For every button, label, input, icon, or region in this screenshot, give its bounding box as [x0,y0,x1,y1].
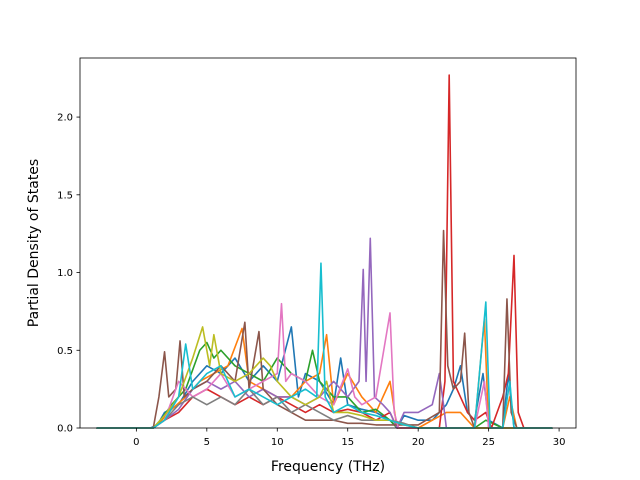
y-tick-label: 2.0 [57,113,73,124]
y-axis-label: Partial Density of States [26,159,42,327]
y-tick-label: 0.0 [57,424,73,435]
y-tick-label: 0.5 [57,346,73,357]
x-tick-label: 15 [341,437,354,448]
x-tick-label: 25 [482,437,495,448]
series-layer [96,74,553,429]
x-tick-label: 0 [133,437,139,448]
x-tick-label: 5 [204,437,210,448]
x-tick-label: 20 [412,437,425,448]
series-line-10 [96,262,553,429]
series-line-6 [96,229,553,429]
x-tick-label: 10 [271,437,284,448]
axes-frame [79,57,577,429]
y-tick-label: 1.0 [57,268,73,279]
y-tick-label: 1.5 [57,190,73,201]
x-axis-label: Frequency (THz) [271,459,385,475]
x-tick-label: 30 [553,437,566,448]
y-axis-ticks: 0.0 0.5 1.0 1.5 2.0 [57,113,80,435]
x-axis-ticks: 0 5 10 15 20 25 30 [133,428,565,448]
